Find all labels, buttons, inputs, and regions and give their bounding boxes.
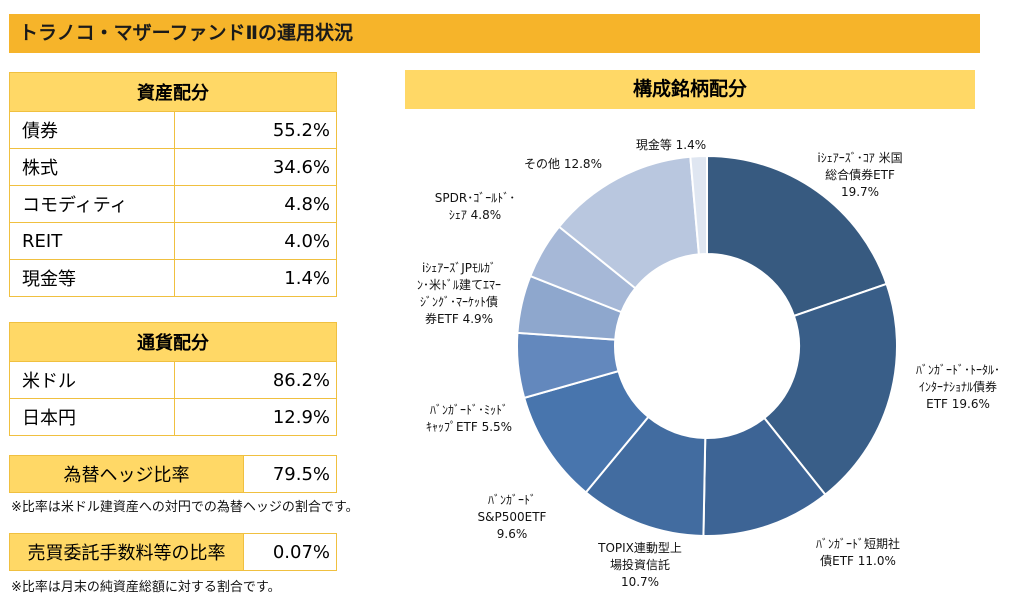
asset-row-value: 1.4%	[174, 259, 337, 297]
slice-label: その他 12.8%	[524, 157, 602, 171]
chart-title: 構成銘柄配分	[405, 70, 975, 109]
hedge-ratio-label: 為替ヘッジ比率	[9, 455, 244, 493]
donut-slice	[762, 282, 898, 497]
currency-row-value: 86.2%	[174, 361, 337, 399]
hedge-ratio-value: 79.5%	[243, 455, 337, 493]
currency-row-value: 12.9%	[174, 398, 337, 436]
slice-label: iｼｪｱｰｽﾞJPﾓﾙｶﾞﾝ･米ﾄﾞﾙ建てｴﾏｰｼﾞﾝｸﾞ･ﾏｰｹｯﾄ債券ETF…	[417, 261, 501, 326]
asset-row-value: 4.0%	[174, 222, 337, 260]
asset-allocation-table: 資産配分 債券 55.2% 株式 34.6% コモディティ 4.8% REIT 4.0%…	[9, 72, 337, 297]
donut-slice	[706, 154, 888, 318]
asset-row-label: 債券	[9, 111, 175, 149]
hedge-ratio-table: 為替ヘッジ比率 79.5%	[9, 455, 337, 493]
slice-label: 現金等 1.4%	[636, 137, 706, 152]
fee-note: ※比率は月末の純資産総額に対する割合です。	[11, 580, 281, 595]
asset-row-value: 4.8%	[174, 185, 337, 223]
fee-ratio-table: 売買委託手数料等の比率 0.07%	[9, 533, 337, 571]
slice-label: ﾊﾞﾝｶﾞｰﾄﾞ･ﾄｰﾀﾙ･ｲﾝﾀｰﾅｼｮﾅﾙ債券 ETF 19.6%	[916, 363, 1000, 411]
slice-label: ﾊﾞﾝｶﾞｰﾄﾞ S&P500ETF 9.6%	[478, 493, 547, 541]
hedge-note: ※比率は米ドル建資産への対円での為替ヘッジの割合です。	[11, 500, 359, 515]
asset-allocation-header: 資産配分	[9, 72, 337, 112]
slice-label: TOPIX連動型上場投資信託 10.7%	[597, 541, 682, 589]
slice-label: iｼｪｱｰｽﾞ･ｺｱ 米国総合債券ETF 19.7%	[817, 151, 902, 199]
currency-row-label: 日本円	[9, 398, 175, 436]
slice-label: ﾊﾞﾝｶﾞｰﾄﾞ短期社債ETF 11.0%	[816, 536, 900, 568]
currency-allocation-table: 通貨配分 米ドル 86.2% 日本円 12.9%	[9, 322, 337, 436]
page-title: トラノコ・マザーファンドⅡの運用状況	[9, 14, 980, 53]
fee-ratio-value: 0.07%	[243, 533, 337, 571]
slice-label: SPDR･ｺﾞｰﾙﾄﾞ･ｼｪｱ 4.8%	[435, 191, 515, 222]
asset-row-label: 株式	[9, 148, 175, 186]
asset-row-value: 55.2%	[174, 111, 337, 149]
donut-slice	[689, 154, 708, 256]
asset-row-label: コモディティ	[9, 185, 175, 223]
fee-ratio-label: 売買委託手数料等の比率	[9, 533, 244, 571]
slice-label: ﾊﾞﾝｶﾞｰﾄﾞ･ﾐｯﾄﾞｷｬｯﾌﾟETF 5.5%	[426, 403, 512, 434]
currency-allocation-header: 通貨配分	[9, 322, 337, 362]
asset-row-label: 現金等	[9, 259, 175, 297]
